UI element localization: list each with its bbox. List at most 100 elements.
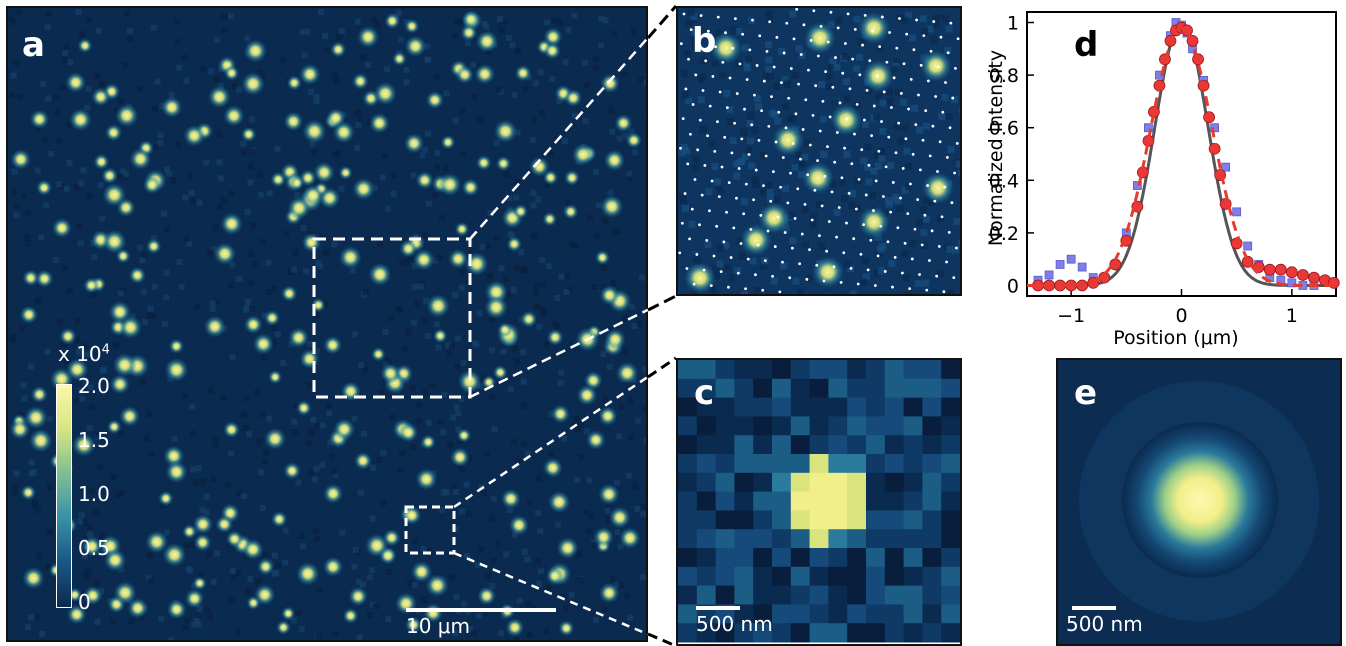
lattice-site	[686, 162, 690, 166]
atom-spot	[505, 618, 525, 637]
pixel	[866, 604, 886, 624]
pixel	[828, 585, 848, 605]
atom-spot	[558, 620, 575, 637]
atom-spot	[352, 177, 375, 201]
lattice-site	[698, 223, 701, 227]
scalebar-c-label: 500 nm	[696, 612, 773, 636]
pixel	[922, 397, 942, 417]
lattice-site	[679, 146, 682, 150]
lattice-site	[790, 246, 794, 250]
atom-spot	[474, 63, 496, 85]
lattice-site	[752, 93, 756, 97]
atom-spot	[475, 154, 492, 171]
lattice-site	[744, 287, 747, 291]
lattice-site	[768, 20, 772, 24]
y-tick-label: 0.8	[989, 65, 1019, 87]
pixel	[678, 378, 698, 399]
pixel	[715, 566, 735, 587]
pixel	[809, 529, 829, 549]
lattice-site	[749, 228, 753, 231]
scalebar-a-label: 10 μm	[406, 614, 471, 638]
atom-spot	[77, 38, 93, 54]
pixel	[772, 360, 792, 380]
lattice-site	[880, 120, 883, 123]
pixel	[790, 623, 811, 643]
pixel	[866, 566, 886, 587]
pixel	[922, 510, 942, 530]
atom-spot	[338, 245, 362, 269]
lattice-site	[678, 251, 682, 255]
pixel	[696, 510, 717, 530]
atom-spot	[311, 297, 326, 313]
atom-spot	[438, 172, 462, 197]
data-point-square	[1143, 123, 1153, 133]
pixel	[772, 454, 792, 474]
atom-spot	[575, 327, 600, 352]
data-point-circle	[1263, 263, 1276, 276]
data-point-circle	[1274, 263, 1287, 276]
panel-b-image: b	[676, 6, 962, 296]
atom-spot	[740, 224, 772, 256]
pixel	[866, 623, 886, 643]
atom-spot	[710, 32, 742, 64]
atom-spot	[484, 295, 508, 319]
atom-spot	[129, 148, 152, 170]
pixel	[866, 585, 886, 605]
pixel	[922, 360, 942, 380]
atom-spot	[506, 236, 523, 252]
atom-spot	[318, 187, 341, 209]
lattice-site	[936, 170, 939, 173]
lattice-site	[827, 220, 831, 223]
panel-label-d: d	[1074, 25, 1098, 65]
atom-spot	[460, 24, 478, 42]
atom-spot	[51, 217, 72, 239]
lattice-site	[706, 29, 710, 33]
lattice-site	[931, 124, 935, 128]
pixel	[678, 623, 698, 643]
lattice-site	[778, 290, 782, 294]
lattice-site	[890, 106, 893, 109]
pixel	[941, 472, 960, 493]
pixel	[828, 378, 848, 399]
atom-spot	[9, 418, 31, 440]
colorbar-tick-0: 0	[78, 590, 91, 614]
lattice-site	[856, 282, 860, 286]
pixel	[884, 566, 905, 587]
pixel	[734, 416, 754, 436]
lattice-site	[750, 123, 754, 127]
pixel	[884, 510, 905, 530]
lattice-site	[928, 154, 932, 158]
lattice-site	[731, 46, 735, 50]
atom-spot	[281, 606, 296, 621]
lattice-site	[905, 32, 909, 36]
pixel	[903, 491, 923, 511]
lattice-site	[955, 246, 958, 250]
atom-spot	[420, 434, 436, 450]
pixel	[847, 585, 867, 605]
lattice-site	[835, 131, 839, 134]
lattice-site	[943, 185, 947, 189]
pixel	[715, 454, 735, 474]
lattice-site	[751, 18, 754, 22]
lattice-site	[824, 70, 827, 74]
lattice-site	[845, 117, 849, 120]
atom-spot	[604, 328, 626, 350]
pixel	[866, 435, 886, 455]
data-point-square	[1287, 278, 1297, 288]
atom-spot	[410, 561, 433, 583]
lattice-site	[799, 157, 802, 161]
atom-spot	[302, 119, 327, 144]
lattice-site	[826, 145, 829, 148]
pixel	[696, 397, 717, 417]
lattice-site	[897, 121, 901, 125]
atom-spot	[116, 198, 136, 218]
atom-spot	[804, 22, 836, 54]
lattice-site	[811, 113, 815, 117]
atom-spot	[29, 109, 50, 129]
lattice-site	[803, 202, 807, 206]
lattice-site	[851, 57, 855, 61]
atom-spot	[529, 156, 550, 177]
atom-spot	[83, 585, 103, 606]
y-tick-label: 0.4	[989, 170, 1019, 192]
pixel	[790, 435, 811, 455]
